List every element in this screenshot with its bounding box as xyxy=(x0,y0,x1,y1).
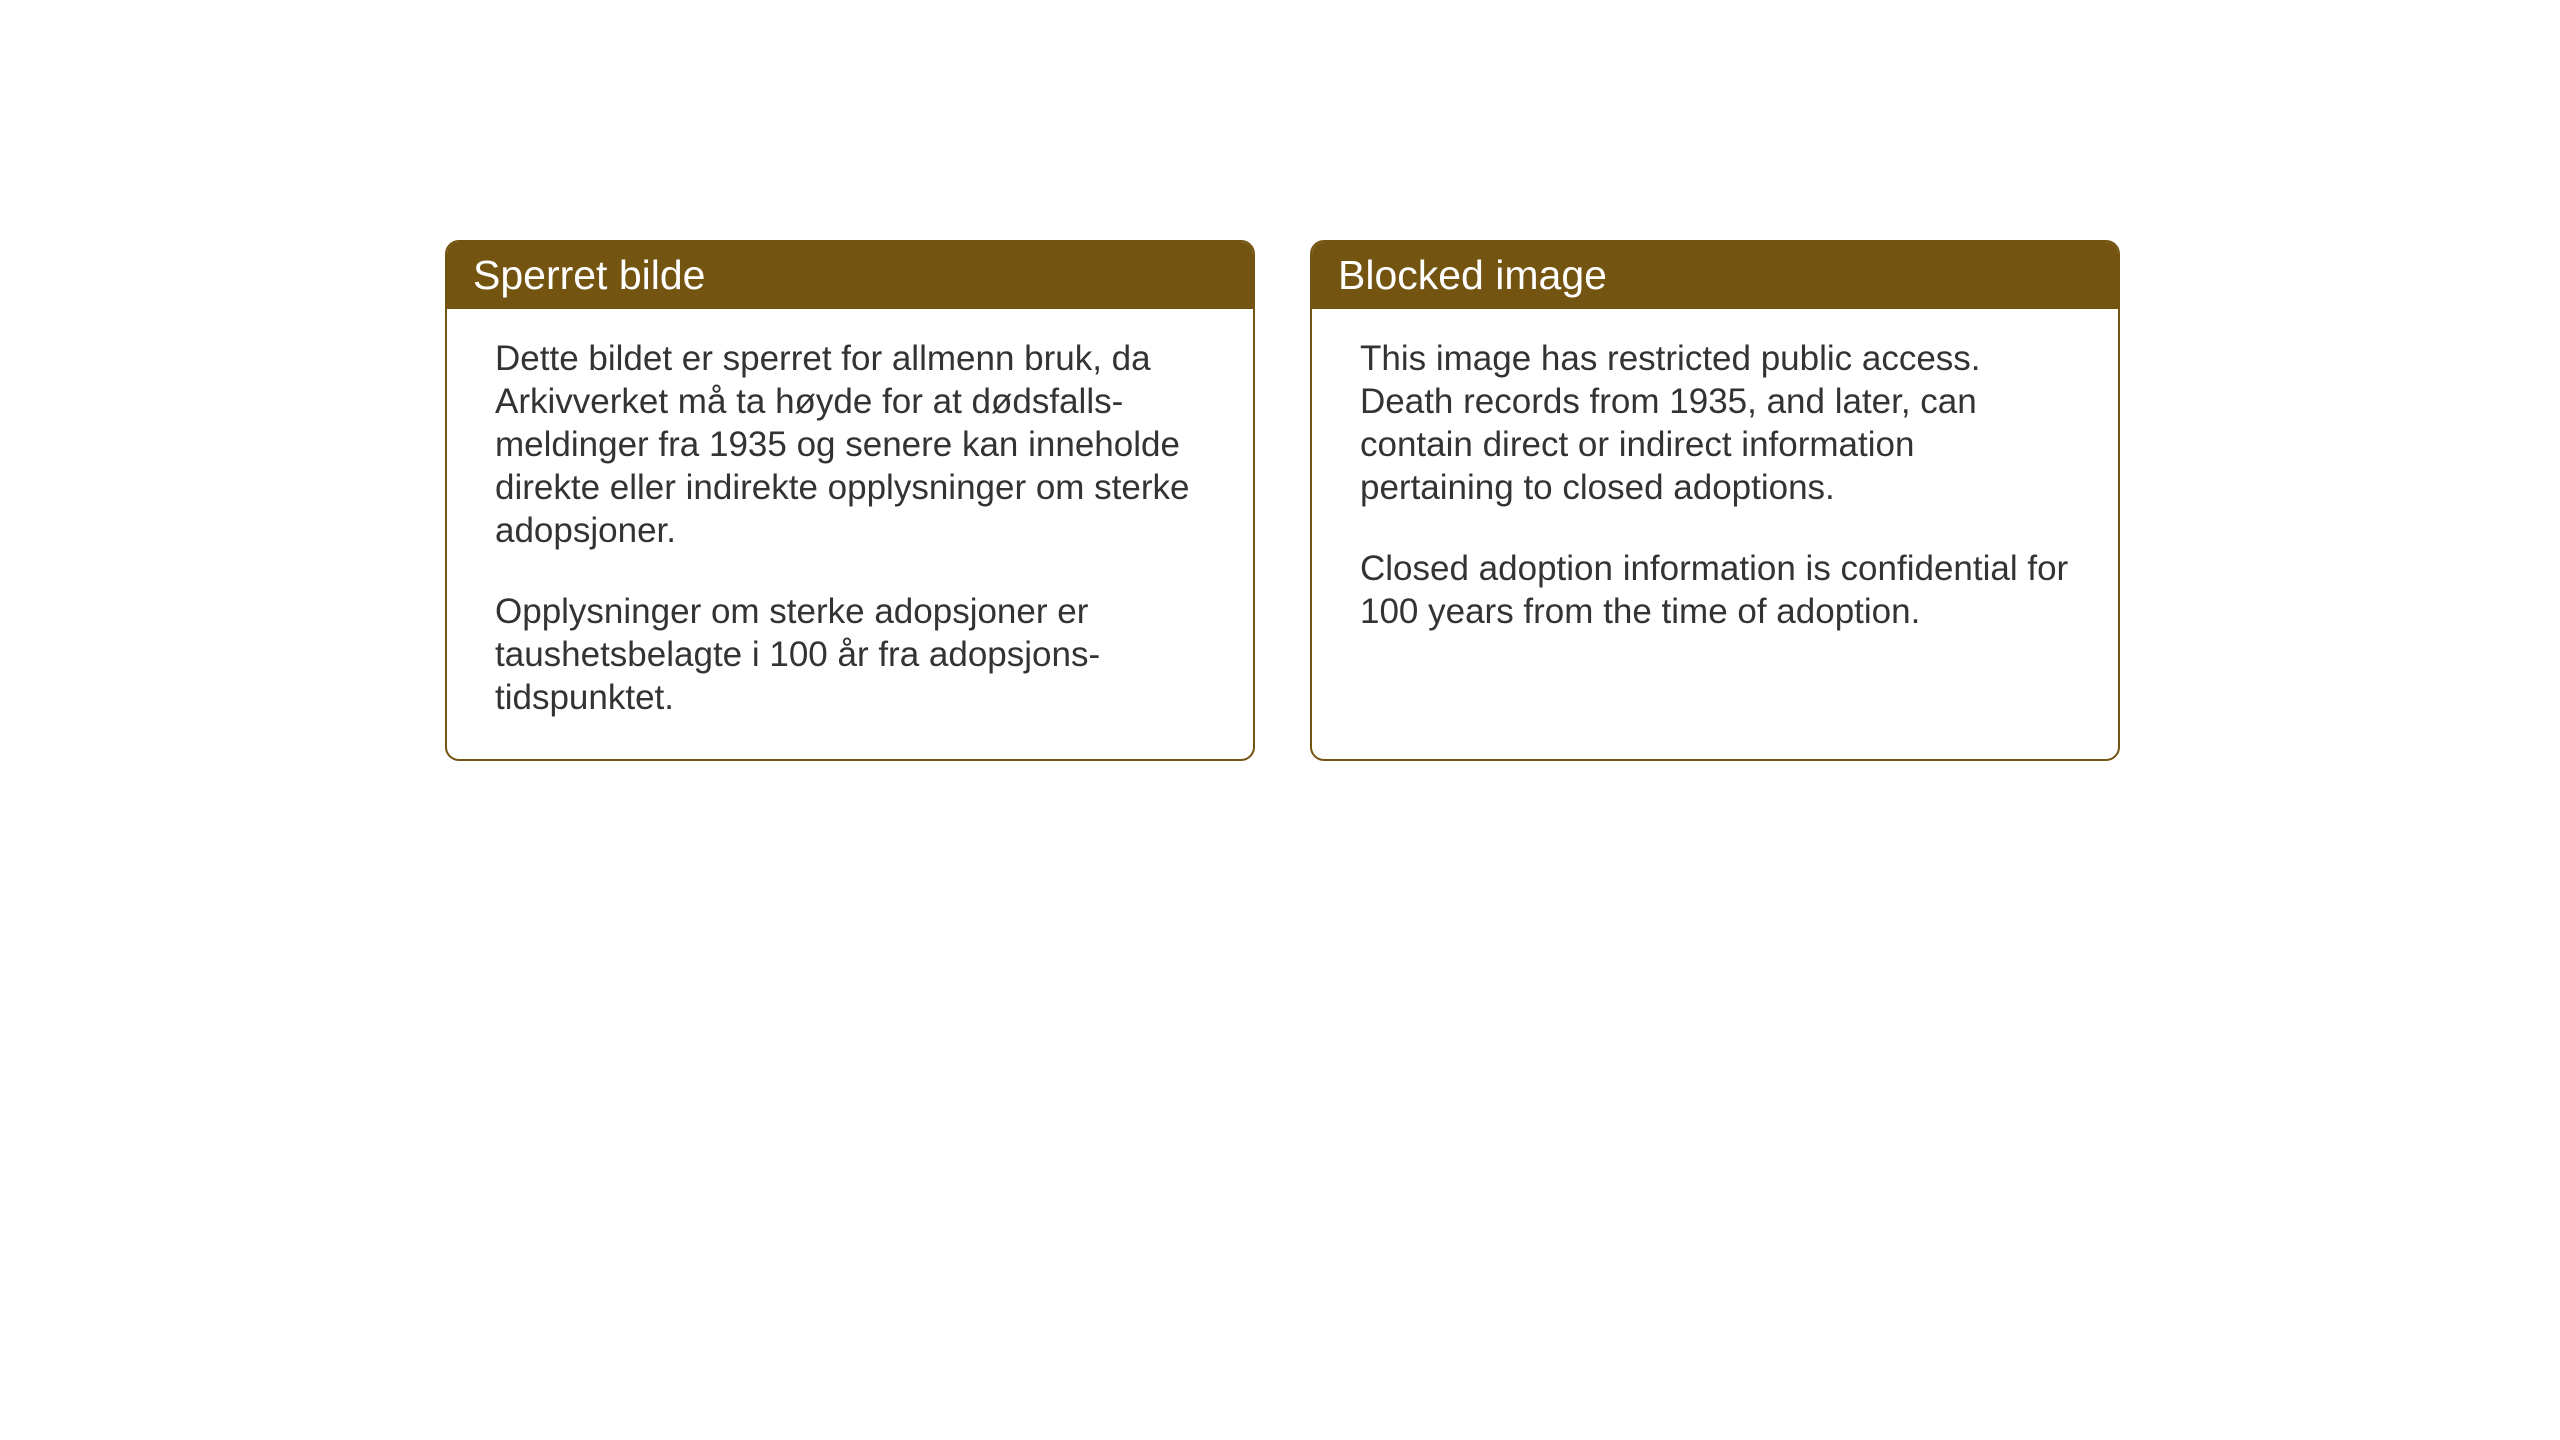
norwegian-card-title: Sperret bilde xyxy=(473,252,705,298)
norwegian-paragraph-1: Dette bildet er sperret for allmenn bruk… xyxy=(495,337,1205,552)
english-paragraph-1: This image has restricted public access.… xyxy=(1360,337,2070,509)
english-card-title: Blocked image xyxy=(1338,252,1607,298)
english-notice-card: Blocked image This image has restricted … xyxy=(1310,240,2120,761)
norwegian-paragraph-2: Opplysninger om sterke adopsjoner er tau… xyxy=(495,590,1205,719)
norwegian-notice-card: Sperret bilde Dette bildet er sperret fo… xyxy=(445,240,1255,761)
english-paragraph-2: Closed adoption information is confident… xyxy=(1360,547,2070,633)
norwegian-card-header: Sperret bilde xyxy=(447,242,1253,309)
norwegian-card-body: Dette bildet er sperret for allmenn bruk… xyxy=(447,309,1253,759)
english-card-body: This image has restricted public access.… xyxy=(1312,309,2118,673)
english-card-header: Blocked image xyxy=(1312,242,2118,309)
notice-container: Sperret bilde Dette bildet er sperret fo… xyxy=(445,240,2120,761)
